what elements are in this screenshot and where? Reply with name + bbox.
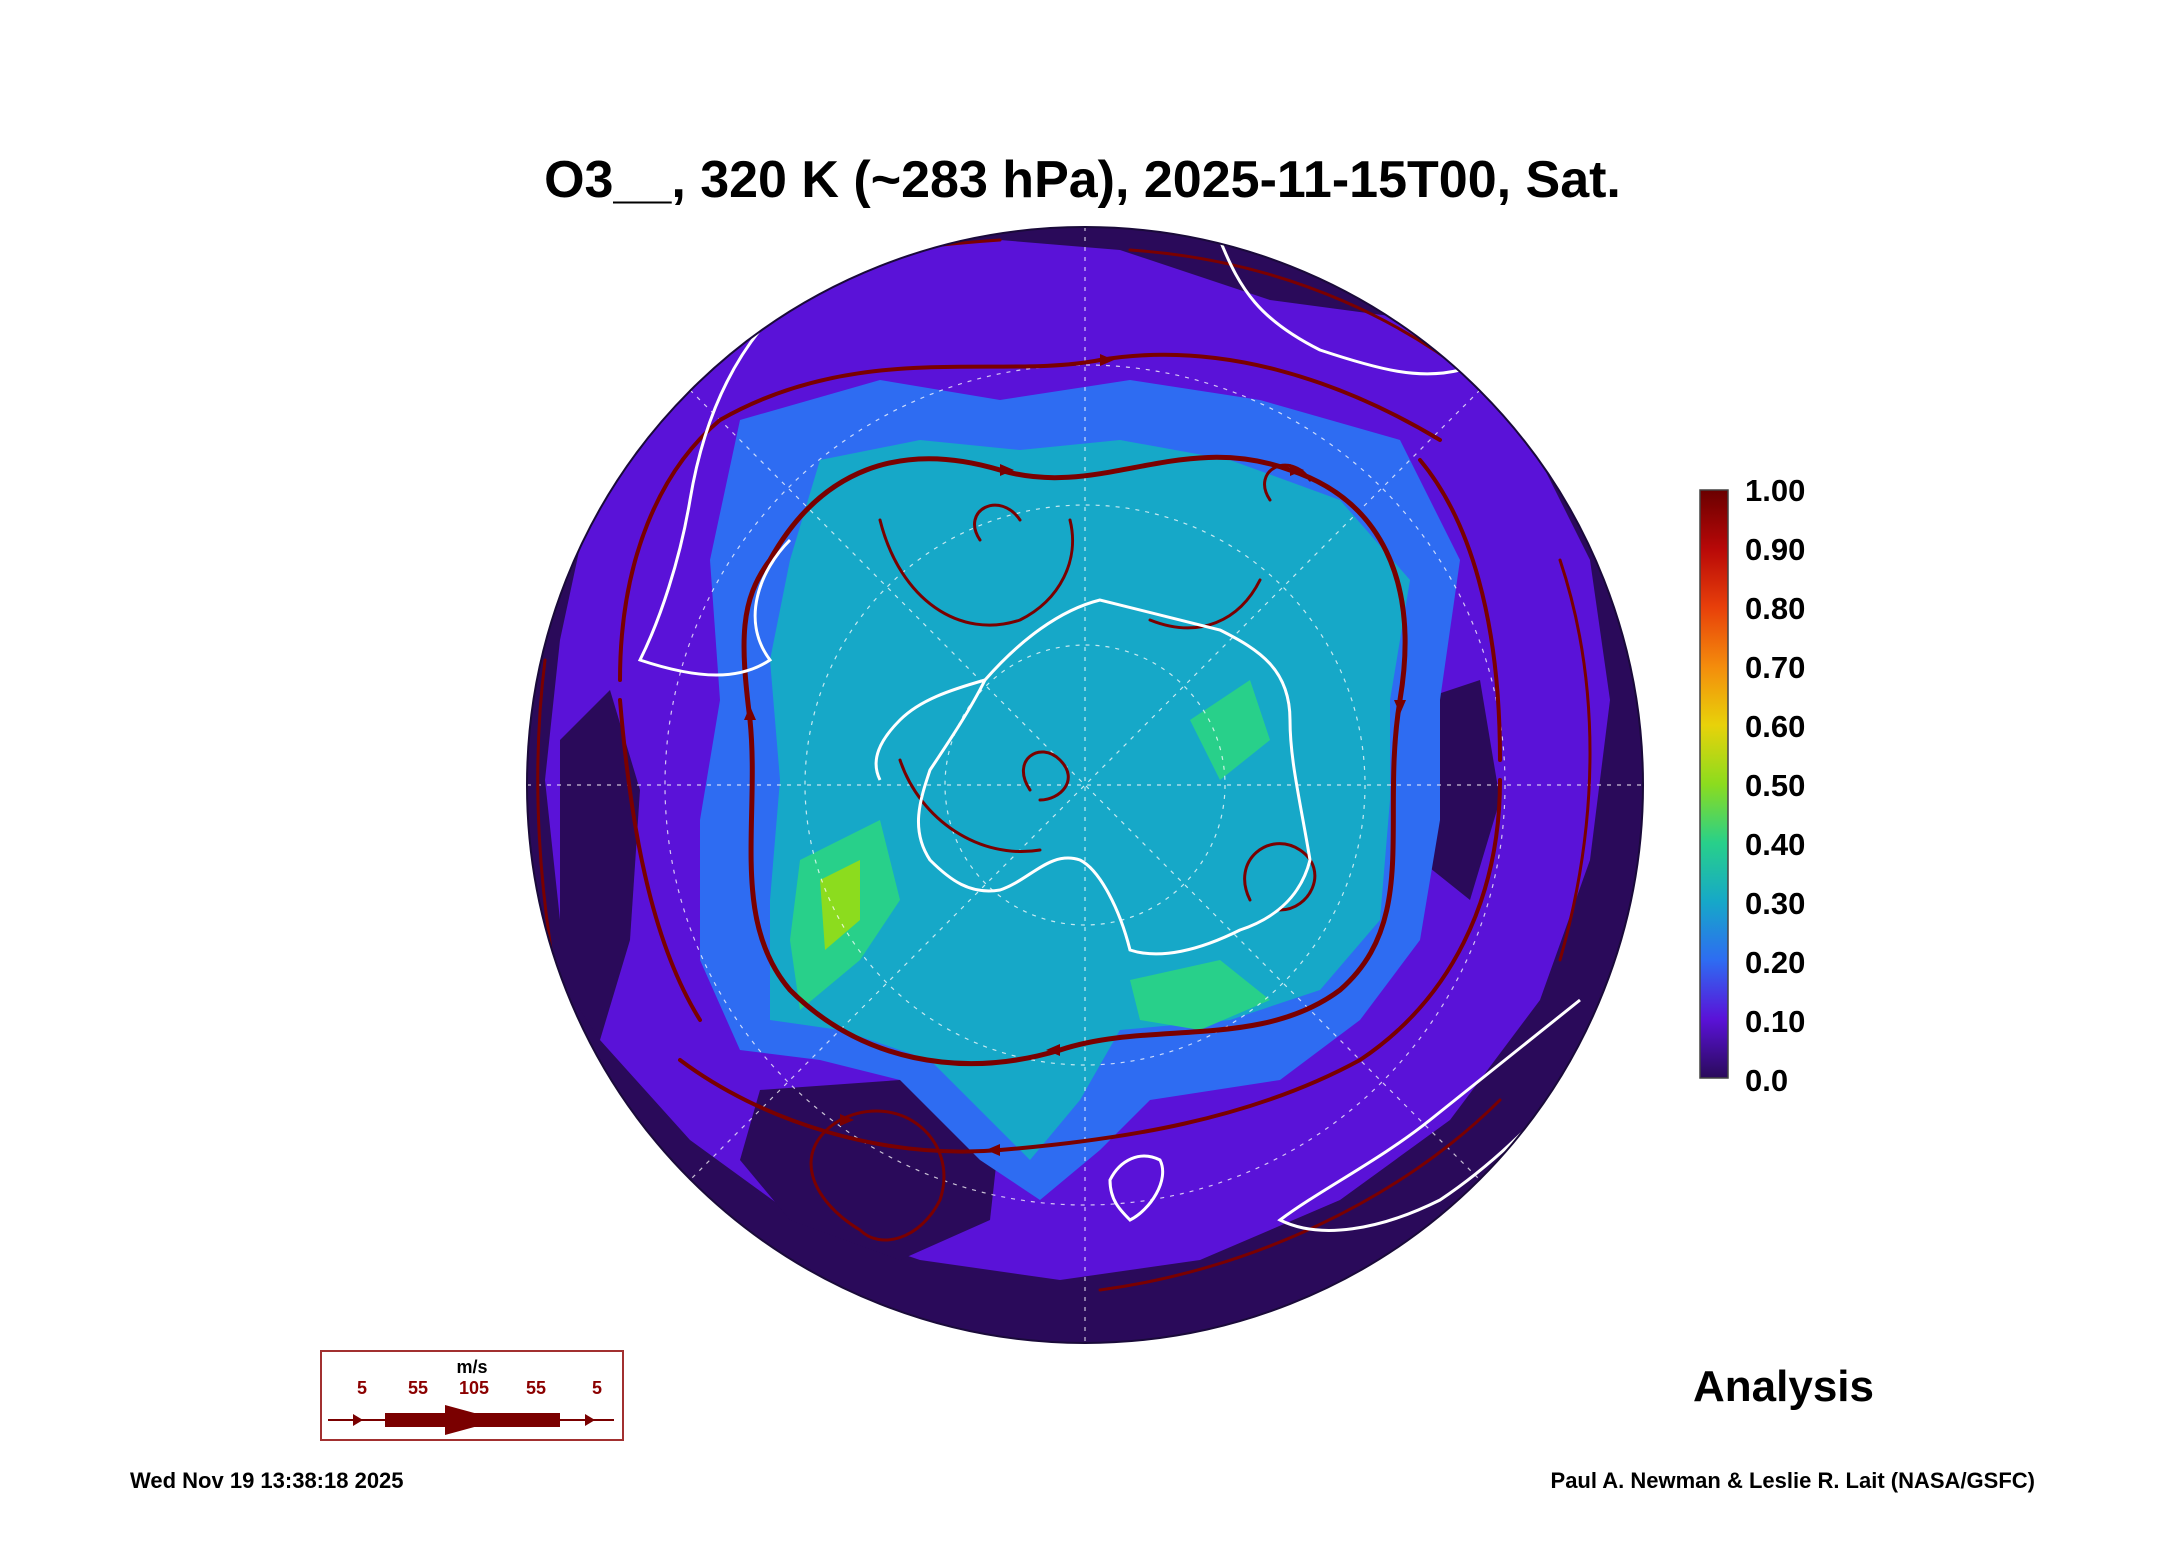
ozone-peak-patch bbox=[820, 860, 860, 950]
new-zealand-coastline bbox=[1108, 1154, 1165, 1222]
colorbar bbox=[1699, 489, 1729, 1079]
wind-legend-value: 55 bbox=[407, 1378, 429, 1398]
analysis-label: Analysis bbox=[1693, 1362, 1874, 1411]
ozone-dark-patch-west bbox=[560, 690, 640, 1040]
ozone-core-region bbox=[770, 440, 1410, 1160]
colorbar-tick-label: 0.0 bbox=[1745, 1063, 1789, 1098]
wind-streamlines bbox=[536, 238, 1592, 1292]
wind-legend-value: 55 bbox=[525, 1378, 547, 1398]
colorbar-tick-label: 0.60 bbox=[1745, 709, 1806, 744]
globe-outline bbox=[526, 226, 1644, 1344]
wind-legend-unit: m/s bbox=[456, 1357, 488, 1377]
colorbar-tick-label: 0.10 bbox=[1745, 1004, 1806, 1039]
streamline-arrows bbox=[744, 354, 1406, 1156]
colorbar-tick-label: 0.80 bbox=[1745, 591, 1806, 626]
credit: Paul A. Newman & Leslie R. Lait (NASA/GS… bbox=[1550, 1468, 2035, 1493]
map-title: O3__, 320 K (~283 hPa), 2025-11-15T00, S… bbox=[544, 151, 1621, 209]
ozone-high-patch-south bbox=[1130, 960, 1270, 1030]
ozone-high-patch-center bbox=[1190, 680, 1270, 780]
colorbar-tick-label: 0.90 bbox=[1745, 532, 1806, 567]
colorbar-tick-label: 0.40 bbox=[1745, 827, 1806, 862]
coastlines bbox=[637, 239, 1602, 1232]
antarctica-coastline bbox=[916, 598, 1312, 956]
wind-legend-value: 105 bbox=[458, 1378, 490, 1398]
colorbar-tick-label: 0.70 bbox=[1745, 650, 1806, 685]
antarctic-peninsula-coastline bbox=[874, 678, 986, 781]
timestamp: Wed Nov 19 13:38:18 2025 bbox=[130, 1468, 404, 1493]
colorbar-tick-label: 0.20 bbox=[1745, 945, 1806, 980]
graticule bbox=[527, 227, 1643, 1343]
colorbar-tick-label: 0.30 bbox=[1745, 886, 1806, 921]
wind-speed-legend: m/s 5 55 105 55 5 bbox=[320, 1350, 624, 1441]
colorbar-tick-label: 1.00 bbox=[1745, 473, 1806, 508]
south-america-coastline bbox=[637, 329, 792, 677]
wind-legend-value: 5 bbox=[591, 1378, 603, 1398]
australia-coastline bbox=[1277, 998, 1602, 1232]
colorbar-tick-label: 0.50 bbox=[1745, 768, 1806, 803]
wind-legend-arrow bbox=[328, 1405, 614, 1435]
wind-legend-value: 5 bbox=[356, 1378, 368, 1398]
africa-coastline bbox=[1218, 239, 1461, 376]
